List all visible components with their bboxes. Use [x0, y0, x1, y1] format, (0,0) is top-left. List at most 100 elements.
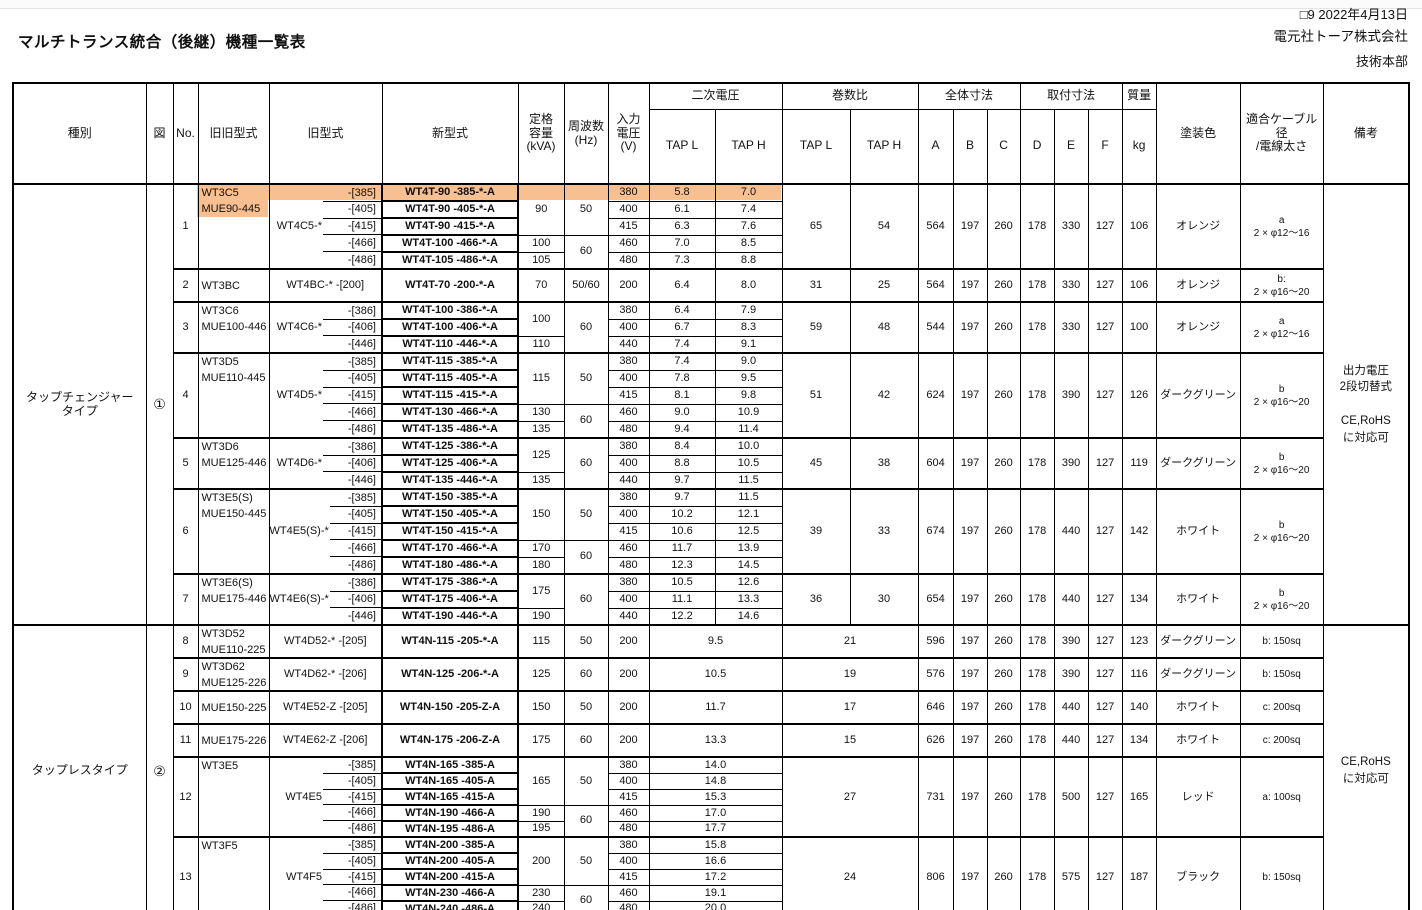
header-kg: kg	[1121, 108, 1157, 185]
cable-line: 2 × φ12～16	[1253, 227, 1310, 239]
old-old-model-line: MUE150-225	[201, 701, 267, 714]
dim-c-cell: 260	[986, 690, 1021, 725]
new-model-cell: WT4T-105 -486-*-A	[381, 251, 519, 270]
dim-b-cell: 197	[952, 723, 988, 758]
tap-l-cell: 7.8	[648, 369, 716, 388]
dim-a-cell: 544	[917, 301, 954, 354]
remarks-cell: 出力電圧 2段切替式 CE,RoHS に対応可	[1322, 183, 1410, 626]
dim-f-cell: 127	[1087, 690, 1123, 725]
dim-a-cell: 654	[917, 573, 954, 626]
header-dim-d: D	[1019, 108, 1055, 185]
page-title: マルチトランス統合（後継）機種一覧表	[18, 34, 306, 51]
dim-b-cell: 197	[952, 183, 988, 270]
input-voltage-cell: 380	[607, 183, 650, 202]
ratio-tap-l-cell: 36	[781, 573, 851, 626]
dim-c-cell: 260	[986, 437, 1021, 490]
tap-h-cell: 9.5	[714, 369, 783, 388]
header-type: 種別	[12, 82, 147, 185]
old-model-suffix: -[415]	[323, 388, 381, 405]
header-old-old-model: 旧旧型式	[197, 82, 270, 185]
no-cell: 13	[172, 836, 199, 910]
dim-a-cell: 646	[917, 690, 954, 725]
dim-e-cell: 390	[1053, 352, 1089, 439]
old-old-model-line: WT3E5	[201, 760, 239, 772]
old-model-suffix: -[386]	[323, 304, 381, 320]
old-model-cell: WT4D52-* -[205]	[268, 624, 383, 659]
input-voltage-cell: 440	[607, 607, 650, 626]
input-voltage-cell: 200	[607, 657, 650, 692]
tap-h-cell: 14.6	[714, 607, 783, 626]
old-model-suffix: -[486]	[347, 902, 376, 910]
input-voltage-cell: 380	[607, 301, 650, 320]
ratio-tap-h-cell: 42	[849, 352, 919, 439]
mass-cell: 123	[1121, 624, 1157, 659]
remarks-cell: CE,RoHS に対応可	[1322, 624, 1410, 910]
paint-color-cell: ダークグリーン	[1155, 624, 1241, 659]
input-voltage-cell: 460	[607, 403, 650, 422]
ratio-tap-h-cell: 38	[849, 437, 919, 490]
paint-color-cell: オレンジ	[1155, 301, 1241, 354]
no-cell: 12	[172, 756, 199, 838]
dim-b-cell: 197	[952, 836, 988, 910]
tap-h-cell: 7.4	[714, 200, 783, 219]
dim-a-cell: 596	[917, 624, 954, 659]
paint-color-cell: オレンジ	[1155, 268, 1241, 303]
dim-f-cell: 127	[1087, 301, 1123, 354]
ratio-tap-l-cell: 45	[781, 437, 851, 490]
old-old-model-line: MUE110-225	[201, 643, 266, 656]
model-list-table-wrap: 種別 図 No. 旧旧型式 旧型式 新型式 定格 容量 (kVA) 周波数 (H…	[12, 82, 1411, 910]
new-model-cell: WT4T-110 -446-*-A	[381, 335, 519, 354]
input-voltage-cell: 200	[607, 723, 650, 758]
old-model-suffix: -[405]	[323, 371, 381, 388]
dim-b-cell: 197	[952, 488, 988, 575]
dim-f-cell: 127	[1087, 573, 1123, 626]
dim-c-cell: 260	[986, 723, 1021, 758]
old-model-cell: WT4C6-* -[386] -[406] -[446]	[268, 301, 383, 354]
secondary-voltage-cell: 13.3	[648, 723, 783, 758]
cable-cell: b: 150sq	[1239, 836, 1324, 910]
no-cell: 1	[172, 183, 199, 270]
tap-l-cell: 7.4	[648, 352, 716, 371]
old-old-model-cell: WT3C6 MUE100-446	[197, 301, 270, 354]
ratio-tap-l-cell: 51	[781, 352, 851, 439]
dim-b-cell: 197	[952, 690, 988, 725]
old-model-suffix: -[405]	[329, 507, 381, 524]
capacity-cell: 115	[517, 624, 565, 659]
new-model-cell: WT4T-125 -386-*-A	[381, 437, 519, 456]
cable-line: b	[1278, 451, 1285, 463]
capacity-cell: 190	[517, 804, 565, 822]
cable-line: b: 150sq	[1262, 871, 1301, 883]
input-voltage-cell: 415	[607, 868, 650, 886]
new-model-cell: WT4T-130 -466-*-A	[381, 403, 519, 422]
frequency-cell: 60	[563, 403, 609, 439]
dim-f-cell: 127	[1087, 624, 1123, 659]
turns-ratio-cell: 19	[781, 657, 919, 692]
new-model-cell: WT4T-135 -446-*-A	[381, 471, 519, 490]
cable-cell: b: 150sq	[1239, 657, 1324, 692]
dim-d-cell: 178	[1019, 756, 1055, 838]
header-mass: 質量	[1121, 82, 1157, 110]
dim-f-cell: 127	[1087, 756, 1123, 838]
dim-f-cell: 127	[1087, 657, 1123, 692]
mass-cell: 106	[1121, 183, 1157, 270]
secondary-voltage-cell: 10.5	[648, 657, 783, 692]
frequency-cell: 50	[563, 352, 609, 405]
capacity-cell: 130	[517, 403, 565, 422]
cable-line: 2 × φ16～20	[1253, 532, 1310, 544]
tap-l-cell: 9.7	[648, 471, 716, 490]
capacity-cell: 200	[517, 836, 565, 886]
old-model-suffix: -[406]	[323, 320, 381, 337]
cable-line: 2 × φ16～20	[1253, 286, 1310, 298]
old-old-model-cell: MUE175-226	[197, 723, 270, 758]
input-voltage-cell: 200	[607, 624, 650, 659]
old-old-model-line: WT3C6	[201, 305, 239, 317]
old-model-suffix: -[466]	[323, 885, 381, 902]
frequency-cell: 50	[563, 836, 609, 886]
new-model-cell: WT4N-115 -205-*-A	[381, 624, 519, 659]
dim-b-cell: 197	[952, 624, 988, 659]
cable-line: b	[1278, 383, 1285, 395]
input-voltage-cell: 400	[607, 200, 650, 219]
new-model-cell: WT4T-90 -385-*-A	[381, 183, 519, 202]
